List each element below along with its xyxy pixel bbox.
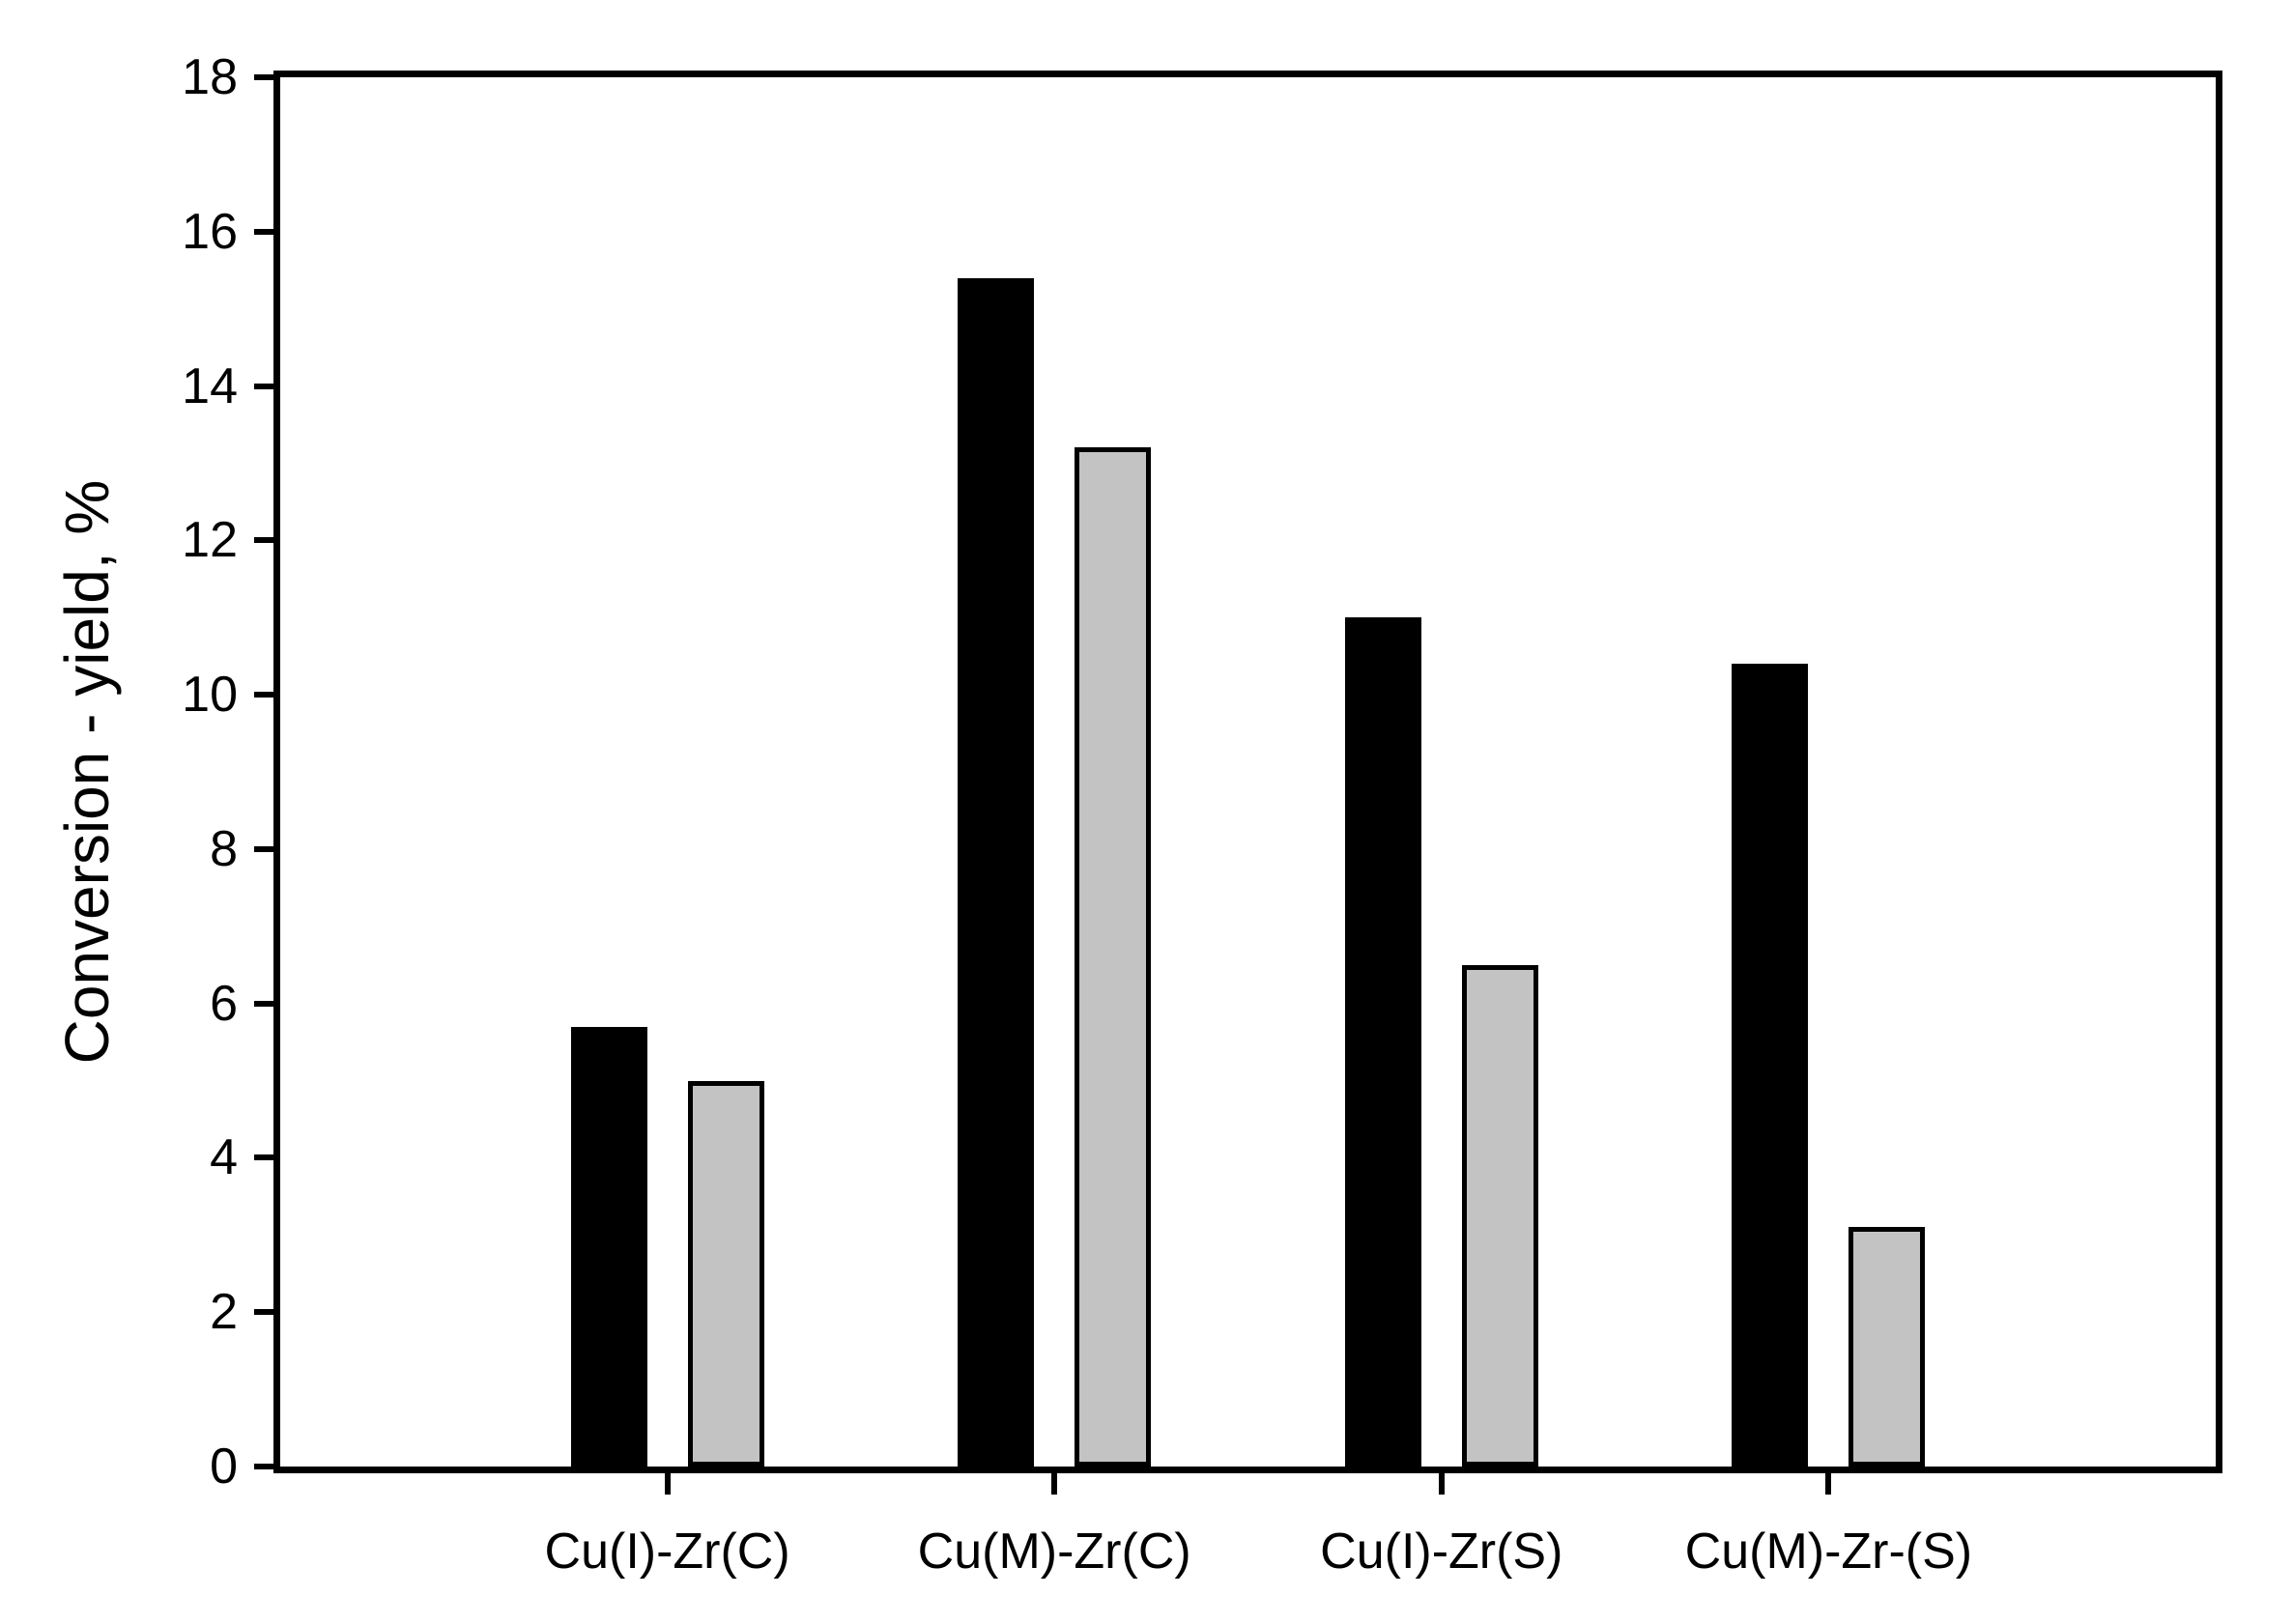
x-tick-label-2: Cu(I)-Zr(S) (1320, 1524, 1563, 1580)
y-tick-2 (254, 1309, 273, 1316)
y-tick-label-6: 6 (210, 975, 238, 1032)
x-tick-2 (1438, 1473, 1445, 1495)
y-tick-label-14: 14 (182, 357, 238, 414)
y-tick-10 (254, 692, 273, 698)
x-tick-3 (1825, 1473, 1832, 1495)
plot-area (254, 71, 2222, 1495)
bar-black-1 (958, 277, 1035, 1467)
y-tick-4 (254, 1154, 273, 1161)
bar-gray-0 (687, 1080, 764, 1467)
y-tick-label-10: 10 (182, 667, 238, 724)
y-tick-12 (254, 537, 273, 544)
y-tick-18 (254, 74, 273, 80)
y-tick-6 (254, 1000, 273, 1007)
y-tick-label-4: 4 (210, 1129, 238, 1186)
bar-black-0 (570, 1026, 647, 1467)
y-axis-title: Conversion - yield, % (52, 479, 122, 1065)
bar-black-3 (1732, 664, 1809, 1467)
y-tick-label-2: 2 (210, 1284, 238, 1341)
y-tick-label-16: 16 (182, 203, 238, 260)
bar-gray-2 (1461, 964, 1538, 1467)
bar-black-2 (1344, 617, 1421, 1467)
y-tick-8 (254, 845, 273, 852)
y-tick-label-18: 18 (182, 49, 238, 105)
x-tick-0 (664, 1473, 671, 1495)
x-tick-label-0: Cu(I)-Zr(C) (544, 1524, 790, 1580)
y-tick-14 (254, 383, 273, 389)
y-tick-16 (254, 228, 273, 235)
y-tick-label-8: 8 (210, 820, 238, 877)
y-tick-0 (254, 1464, 273, 1469)
bar-gray-1 (1075, 447, 1152, 1467)
y-tick-label-0: 0 (210, 1439, 238, 1495)
x-tick-label-1: Cu(M)-Zr(C) (917, 1524, 1191, 1580)
x-tick-label-3: Cu(M)-Zr-(S) (1684, 1524, 1973, 1580)
y-tick-label-12: 12 (182, 512, 238, 569)
bar-gray-3 (1849, 1227, 1926, 1467)
x-tick-1 (1051, 1473, 1058, 1495)
